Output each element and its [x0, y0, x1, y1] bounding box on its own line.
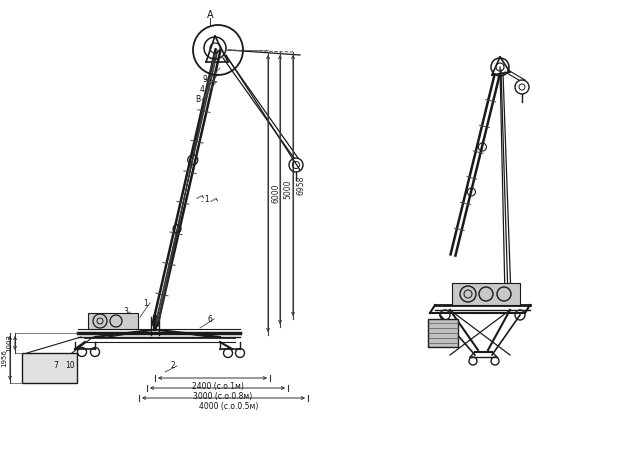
- Text: 2400 (с.о.1м): 2400 (с.о.1м): [191, 382, 244, 391]
- Text: Г: Г: [192, 194, 202, 202]
- Bar: [452, 283, 520, 305]
- Text: 9: 9: [202, 76, 207, 85]
- Bar: [22, 353, 77, 383]
- Text: B: B: [195, 95, 200, 104]
- Text: 6: 6: [207, 315, 212, 324]
- Text: 1: 1: [143, 298, 148, 307]
- Text: 1956: 1956: [1, 349, 7, 367]
- Text: 2: 2: [170, 361, 175, 370]
- Text: 3: 3: [123, 307, 128, 316]
- Text: Г: Г: [206, 197, 216, 205]
- Text: 6000: 6000: [271, 184, 281, 203]
- Text: 10: 10: [66, 361, 75, 370]
- Bar: [88, 313, 138, 329]
- Text: 1003: 1003: [6, 334, 12, 352]
- Text: 3000 (с.о.0.8м): 3000 (с.о.0.8м): [193, 392, 252, 400]
- Bar: [428, 319, 458, 347]
- Text: A: A: [207, 10, 213, 20]
- Text: 7: 7: [53, 361, 58, 370]
- Text: 5000: 5000: [284, 180, 292, 199]
- Text: 4: 4: [199, 86, 204, 94]
- Text: 6958: 6958: [296, 176, 306, 195]
- Text: 4000 (с.о.0.5м): 4000 (с.о.0.5м): [199, 401, 258, 410]
- Text: -: -: [201, 198, 204, 204]
- Text: 1: 1: [204, 194, 209, 203]
